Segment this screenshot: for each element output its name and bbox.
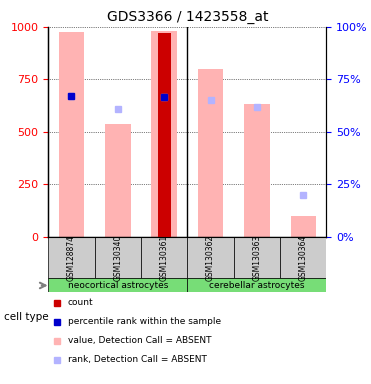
Text: rank, Detection Call = ABSENT: rank, Detection Call = ABSENT bbox=[68, 355, 207, 364]
FancyBboxPatch shape bbox=[187, 237, 234, 278]
Text: GSM130363: GSM130363 bbox=[252, 234, 262, 281]
Text: value, Detection Call = ABSENT: value, Detection Call = ABSENT bbox=[68, 336, 211, 345]
Text: cerebellar astrocytes: cerebellar astrocytes bbox=[209, 281, 305, 290]
Text: GSM130340: GSM130340 bbox=[113, 234, 122, 281]
Text: neocortical astrocytes: neocortical astrocytes bbox=[68, 281, 168, 290]
FancyBboxPatch shape bbox=[187, 278, 326, 293]
Bar bbox=[151, 31, 177, 237]
Text: GSM130364: GSM130364 bbox=[299, 234, 308, 281]
Text: count: count bbox=[68, 298, 93, 308]
Text: percentile rank within the sample: percentile rank within the sample bbox=[68, 317, 221, 326]
FancyBboxPatch shape bbox=[48, 237, 95, 278]
Bar bbox=[290, 215, 316, 237]
FancyBboxPatch shape bbox=[280, 237, 326, 278]
Title: GDS3366 / 1423558_at: GDS3366 / 1423558_at bbox=[106, 10, 268, 25]
Bar bbox=[198, 69, 223, 237]
Text: GSM128874: GSM128874 bbox=[67, 235, 76, 280]
FancyBboxPatch shape bbox=[95, 237, 141, 278]
Bar bbox=[105, 124, 131, 237]
FancyBboxPatch shape bbox=[234, 237, 280, 278]
Text: GSM130362: GSM130362 bbox=[206, 234, 215, 281]
Text: cell type: cell type bbox=[4, 312, 48, 322]
Bar bbox=[59, 32, 84, 237]
Bar bbox=[158, 33, 171, 237]
Bar bbox=[244, 104, 270, 237]
FancyBboxPatch shape bbox=[48, 278, 187, 293]
FancyBboxPatch shape bbox=[141, 237, 187, 278]
Text: GSM130361: GSM130361 bbox=[160, 234, 169, 281]
